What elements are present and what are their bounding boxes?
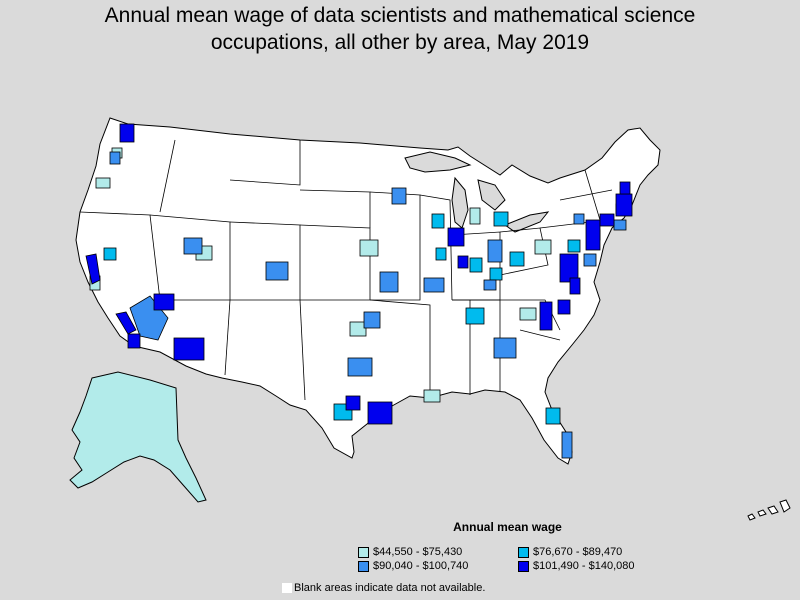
legend-label-2: $76,670 - $89,470 bbox=[533, 546, 623, 558]
legend-item-1: $44,550 - $75,430 bbox=[358, 546, 462, 558]
areas-tier-1 bbox=[89, 147, 552, 403]
map-title: Annual mean wage of data scientists and … bbox=[0, 2, 800, 56]
lake-huron bbox=[477, 179, 506, 211]
blank-areas-note: Blank areas indicate data not available. bbox=[282, 582, 485, 594]
legend-title: Annual mean wage bbox=[453, 520, 562, 534]
title-line-2: occupations, all other by area, May 2019 bbox=[210, 31, 590, 54]
hawaii-islands bbox=[747, 499, 791, 521]
legend-swatch-3 bbox=[358, 560, 369, 572]
lake-superior bbox=[404, 151, 472, 173]
legend-label-1: $44,550 - $75,430 bbox=[373, 546, 463, 558]
blank-swatch bbox=[282, 583, 292, 593]
legend-swatch-2 bbox=[518, 546, 529, 558]
legend-swatch-4 bbox=[518, 560, 529, 572]
legend-item-3: $90,040 - $100,740 bbox=[358, 560, 468, 572]
legend-item-4: $101,490 - $140,080 bbox=[518, 560, 635, 572]
note-text: Blank areas indicate data not available. bbox=[294, 582, 486, 594]
areas-tier-4 bbox=[85, 123, 633, 425]
legend-swatch-1 bbox=[358, 546, 369, 558]
areas-tier-3 bbox=[109, 151, 627, 459]
legend-item-2: $76,670 - $89,470 bbox=[518, 546, 622, 558]
legend-label-4: $101,490 - $140,080 bbox=[533, 560, 635, 572]
alaska-outline bbox=[69, 371, 207, 503]
title-line-1: Annual mean wage of data scientists and … bbox=[104, 4, 696, 27]
legend-label-3: $90,040 - $100,740 bbox=[373, 560, 469, 572]
